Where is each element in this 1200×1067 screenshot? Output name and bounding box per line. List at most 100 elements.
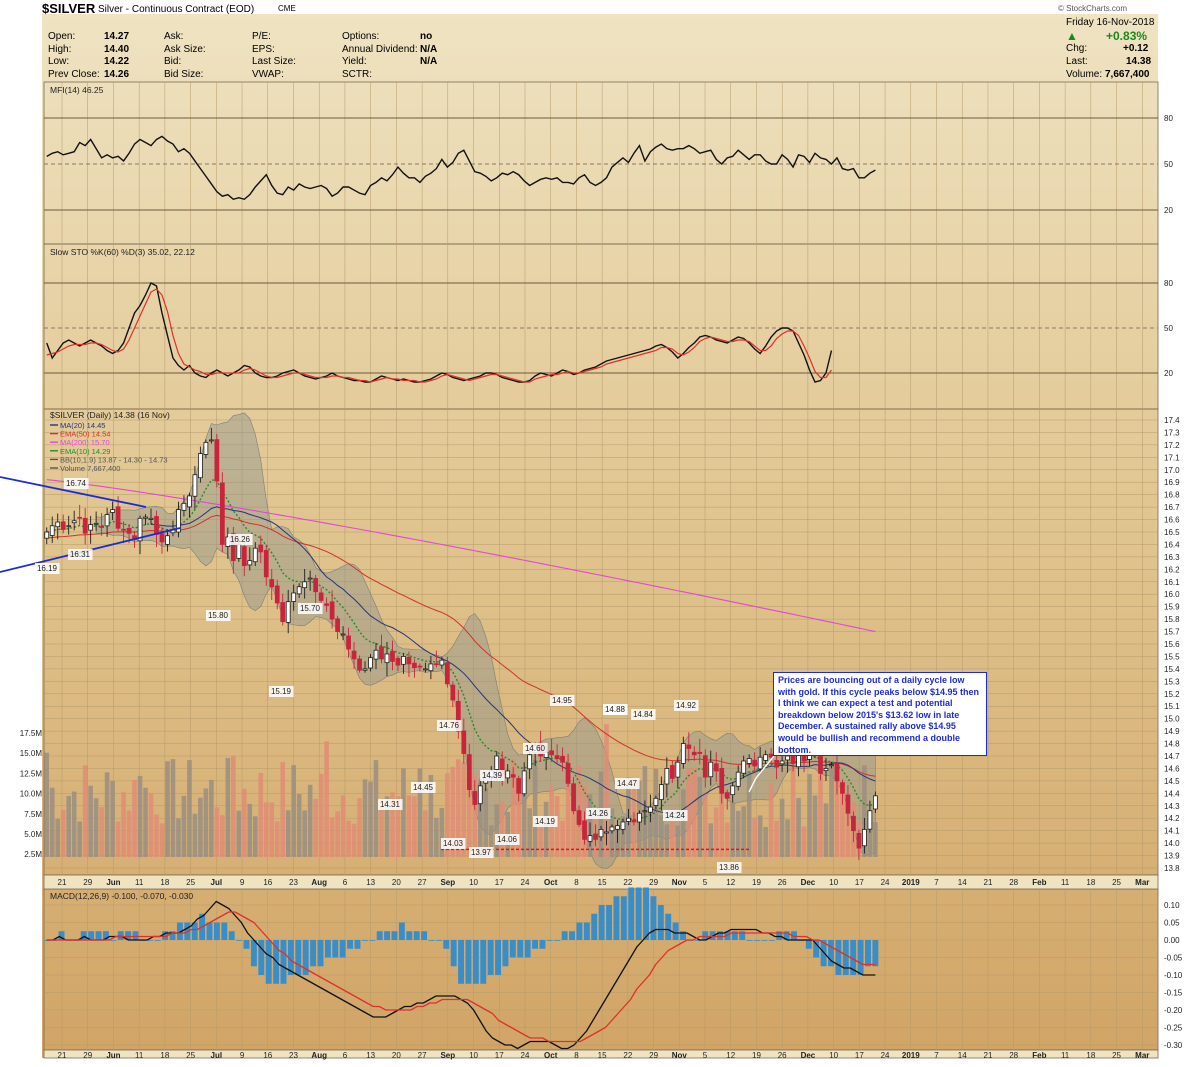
- volume-bar: [159, 823, 165, 857]
- price-point-label-bg: [630, 709, 656, 720]
- volume-bar: [302, 810, 307, 857]
- y-tick-label: 16.0: [1164, 590, 1180, 599]
- macd-hist-bar: [872, 940, 879, 967]
- candle-body: [604, 831, 609, 834]
- price-point-label: 14.95: [552, 696, 573, 705]
- candle-body: [121, 528, 126, 531]
- candle-body: [236, 544, 242, 559]
- y-tick-label: 16.9: [1164, 478, 1180, 487]
- x-tick-label: 25: [1112, 878, 1121, 887]
- x-tick-label: 29: [83, 878, 92, 887]
- volume-bar: [796, 797, 801, 857]
- macd-hist-bar: [154, 940, 161, 941]
- price-point-label: 14.06: [497, 835, 518, 844]
- candle-body: [609, 826, 615, 832]
- volume-bar: [192, 813, 198, 857]
- legend-entry: MA(200) 15.70: [60, 438, 110, 447]
- volume-bar: [176, 818, 181, 857]
- y-tick-label: 80: [1164, 279, 1173, 288]
- candle-body: [60, 521, 66, 530]
- field-label: Last Size:: [252, 56, 296, 68]
- price-point-label-bg: [662, 810, 688, 821]
- candle-body: [88, 524, 94, 531]
- up-arrow-icon: ▲: [1066, 29, 1078, 43]
- volume-bar: [741, 806, 746, 857]
- macd-hist-bar: [354, 940, 361, 949]
- price-point-label-bg: [67, 549, 93, 560]
- candle-body: [176, 509, 181, 533]
- y-tick-label: 15.1: [1164, 702, 1180, 711]
- x-tick-label: 24: [881, 878, 890, 887]
- field-label: Yield:: [342, 56, 367, 68]
- macd-hist-bar: [517, 940, 524, 958]
- y-tick-label: 17.1: [1164, 453, 1180, 462]
- x-tick-label: 6: [343, 878, 348, 887]
- volume-bar: [664, 824, 670, 857]
- volume-bar: [60, 809, 66, 857]
- macd-hist-bar: [480, 940, 487, 984]
- price-point-label: 14.26: [588, 809, 609, 818]
- volume-bar: [44, 752, 50, 857]
- candle-body: [763, 754, 769, 761]
- x-tick-label: 2019: [902, 878, 920, 887]
- volume-bar: [390, 792, 395, 857]
- candle-body: [554, 755, 560, 759]
- macd-hist-bar: [524, 940, 531, 958]
- volume-bar: [746, 771, 752, 857]
- macd-hist-bar: [554, 940, 561, 941]
- x-tick-label: 26: [778, 1051, 787, 1060]
- candle-body: [724, 792, 730, 799]
- price-point-label: 15.19: [271, 687, 292, 696]
- price-point-label: 14.39: [482, 771, 503, 780]
- price-point-label: 14.47: [617, 779, 638, 788]
- candle-body: [258, 544, 264, 553]
- volume-value: 7,667,400: [1105, 69, 1150, 80]
- price-point-label-bg: [410, 782, 436, 793]
- macd-hist-bar: [731, 931, 738, 940]
- candle-body: [593, 833, 598, 840]
- macd-hist-bar: [635, 887, 642, 940]
- candle-body: [741, 760, 747, 774]
- volume-bar: [225, 758, 231, 857]
- macd-hist-bar: [583, 922, 590, 940]
- y-tick-label: 13.8: [1164, 864, 1180, 873]
- field-label: High:: [48, 43, 72, 55]
- volume-bar: [263, 802, 269, 857]
- volume-bar: [423, 810, 428, 857]
- candle-body: [664, 768, 670, 785]
- volume-bar: [620, 816, 626, 857]
- candle-body: [521, 770, 527, 795]
- volume-bar: [209, 779, 214, 857]
- candle-body: [373, 649, 379, 660]
- volume-tick-label: 12.5M: [20, 769, 43, 778]
- price-point-label: 14.45: [413, 783, 434, 792]
- volume-bar: [55, 818, 61, 857]
- macd-hist-bar: [739, 931, 746, 940]
- y-tick-label: -0.30: [1164, 1041, 1183, 1050]
- candle-body: [582, 820, 587, 840]
- candle-body: [66, 525, 72, 528]
- candle-body: [527, 754, 533, 770]
- candle-body: [757, 756, 763, 770]
- y-tick-label: 15.4: [1164, 665, 1180, 674]
- candle-body: [313, 578, 319, 593]
- exchange: CME: [278, 4, 296, 13]
- volume-bar: [357, 798, 362, 857]
- macd-hist-bar: [265, 940, 272, 984]
- candle-body: [181, 502, 187, 511]
- volume-bar: [823, 803, 829, 857]
- candle-body: [208, 439, 214, 442]
- y-tick-label: 0.05: [1164, 919, 1180, 928]
- price-point-label-bg: [522, 743, 548, 754]
- y-tick-label: -0.25: [1164, 1024, 1183, 1033]
- x-tick-label: 24: [881, 1051, 890, 1060]
- candle-body: [598, 829, 604, 838]
- macd-hist-bar: [421, 931, 428, 940]
- x-tick-label: 2019: [902, 1051, 920, 1060]
- x-tick-label: 22: [623, 878, 632, 887]
- y-tick-label: 0.10: [1164, 901, 1180, 910]
- candle-body: [746, 758, 752, 764]
- y-tick-label: 15.0: [1164, 715, 1180, 724]
- candle-body: [774, 759, 779, 768]
